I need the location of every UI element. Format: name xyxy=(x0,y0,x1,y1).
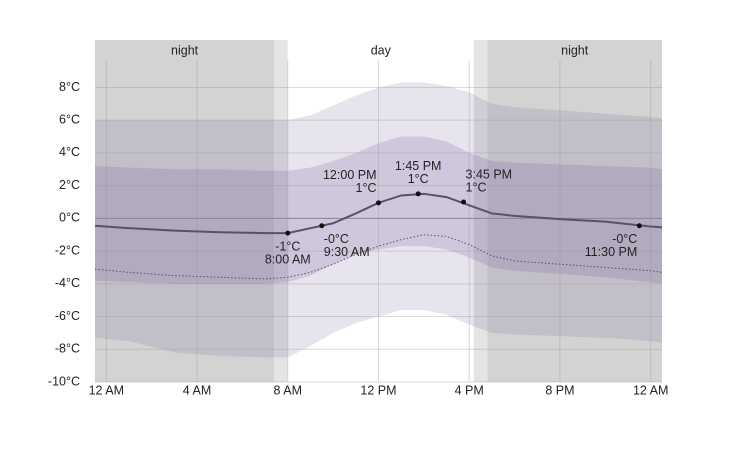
y-tick-label: -6°C xyxy=(55,309,80,323)
annotation-time: 3:45 PM xyxy=(466,167,513,181)
band xyxy=(95,136,662,284)
annotation-point xyxy=(319,223,325,229)
y-tick-label: 8°C xyxy=(59,80,80,94)
annotation-point xyxy=(461,199,467,205)
x-tick-label: 8 AM xyxy=(274,383,303,397)
period-label: night xyxy=(561,43,589,57)
x-tick-label: 4 PM xyxy=(455,383,484,397)
y-tick-label: 2°C xyxy=(59,178,80,192)
band xyxy=(95,82,662,358)
y-tick-label: 4°C xyxy=(59,145,80,159)
annotation-point xyxy=(415,191,421,197)
annotation-point xyxy=(376,200,381,206)
x-tick-label: 4 AM xyxy=(183,383,212,397)
period xyxy=(95,40,275,382)
period-label: night xyxy=(171,43,199,57)
y-tick-label: -4°C xyxy=(55,276,80,290)
annotation-value: -0°C xyxy=(324,232,349,246)
y-tick-label: 0°C xyxy=(59,211,80,225)
annotation-time: 11:30 PM xyxy=(585,245,638,259)
y-tick-label: 6°C xyxy=(59,112,80,126)
period xyxy=(274,40,288,382)
annotation-time: 9:30 AM xyxy=(324,245,370,259)
y-tick-label: -8°C xyxy=(55,342,80,356)
line xyxy=(94,234,663,280)
period xyxy=(287,40,474,382)
annotation-value: 1°C xyxy=(466,180,487,194)
line xyxy=(94,192,663,235)
annotation-time: 12:00 PM xyxy=(323,168,377,182)
annotation-value: -1°C xyxy=(275,239,300,253)
annotation-point xyxy=(285,230,291,236)
period xyxy=(473,40,488,382)
period-label: day xyxy=(371,43,392,57)
annotation-value: -0°C xyxy=(612,232,637,246)
x-tick-label: 12 PM xyxy=(360,383,396,397)
annotation-time: 1:45 PM xyxy=(395,159,442,173)
period xyxy=(487,40,662,382)
annotation-value: 1°C xyxy=(408,172,429,186)
annotation-point xyxy=(636,223,642,229)
y-tick-label: -2°C xyxy=(55,243,80,257)
annotation-time: 8:00 AM xyxy=(265,252,311,266)
x-tick-label: 12 AM xyxy=(633,383,668,397)
x-tick-label: 12 AM xyxy=(89,383,124,397)
y-tick-label: -10°C xyxy=(48,374,80,388)
annotation-value: 1°C xyxy=(356,181,377,195)
x-tick-label: 8 PM xyxy=(545,383,574,397)
